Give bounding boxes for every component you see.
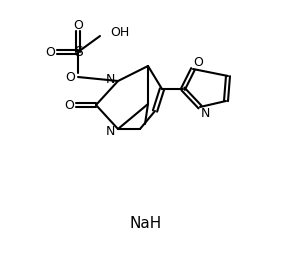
Text: S: S bbox=[74, 45, 82, 59]
Text: O: O bbox=[73, 18, 83, 32]
Text: O: O bbox=[64, 98, 74, 112]
Text: NaH: NaH bbox=[130, 217, 162, 232]
Text: N: N bbox=[105, 125, 115, 138]
Text: OH: OH bbox=[110, 25, 129, 39]
Text: O: O bbox=[193, 55, 203, 68]
Text: N: N bbox=[105, 73, 115, 85]
Text: O: O bbox=[45, 46, 55, 59]
Text: O: O bbox=[65, 70, 75, 83]
Text: N: N bbox=[200, 106, 210, 119]
